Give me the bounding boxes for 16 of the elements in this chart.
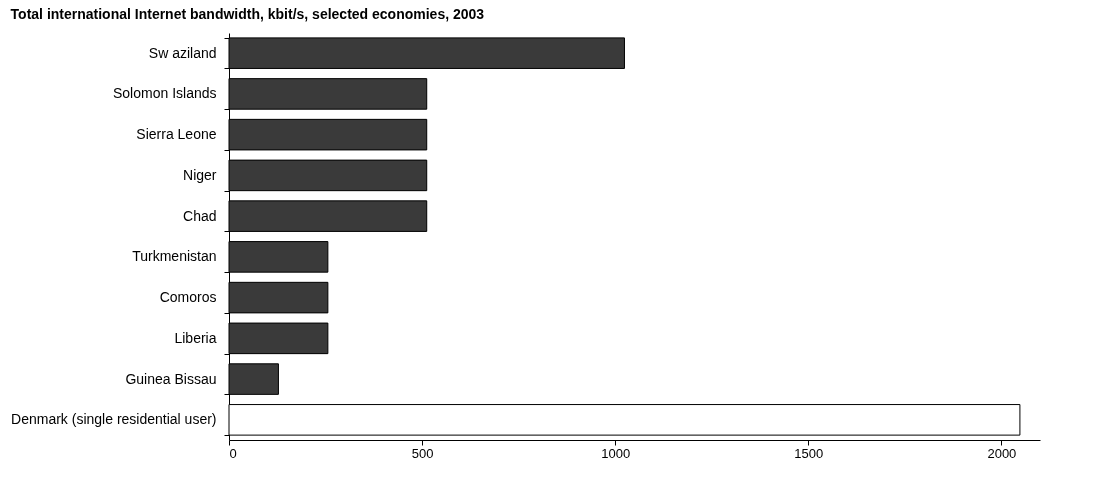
y-tick-label: Sierra Leone: [136, 126, 217, 143]
y-tick-label: Turkmenistan: [132, 248, 217, 265]
x-tick-label: 1000: [601, 445, 631, 461]
y-tick-label: Guinea Bissau: [125, 370, 217, 387]
y-tick-label: Sw aziland: [148, 44, 217, 61]
x-tick-label: 2000: [987, 445, 1017, 461]
y-tick-label: Solomon Islands: [112, 85, 217, 102]
y-tick-label: Comoros: [159, 289, 217, 306]
x-tick-label: 500: [411, 445, 434, 461]
y-tick-label: Denmark (single residential user): [11, 411, 217, 428]
y-tick-label: Liberia: [174, 329, 217, 346]
x-tick-label: 1500: [794, 445, 824, 461]
chart-title: Total international Internet bandwidth, kbit/s, selected economies, 2003: [10, 6, 485, 22]
y-tick-label: Chad: [183, 207, 217, 224]
y-tick-label: Niger: [183, 166, 217, 183]
x-tick-label: 0: [229, 445, 237, 461]
